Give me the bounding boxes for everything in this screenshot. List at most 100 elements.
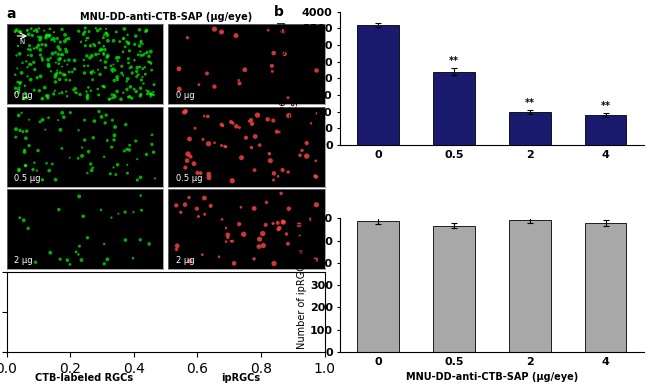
Point bbox=[199, 283, 209, 289]
Point bbox=[185, 154, 196, 160]
Point bbox=[216, 122, 227, 128]
Point bbox=[122, 86, 132, 93]
Point bbox=[99, 241, 109, 247]
Point bbox=[24, 43, 34, 49]
Point bbox=[90, 43, 100, 49]
Point bbox=[20, 162, 31, 169]
Point bbox=[71, 249, 81, 255]
Point bbox=[77, 153, 87, 159]
Point bbox=[105, 171, 116, 177]
Point bbox=[127, 95, 137, 101]
Point bbox=[180, 308, 190, 315]
Point bbox=[118, 72, 128, 79]
Point bbox=[47, 36, 57, 43]
Point bbox=[30, 66, 40, 73]
Point bbox=[122, 38, 132, 45]
Point bbox=[14, 87, 24, 93]
Point bbox=[120, 237, 131, 243]
Point bbox=[49, 29, 59, 35]
Point bbox=[209, 26, 220, 32]
Bar bbox=[585, 115, 627, 145]
Point bbox=[184, 194, 194, 201]
Point bbox=[101, 112, 111, 118]
Point bbox=[110, 93, 120, 100]
Point bbox=[107, 91, 117, 98]
Point bbox=[21, 135, 31, 141]
Point bbox=[268, 117, 278, 124]
Point bbox=[10, 134, 21, 140]
Point bbox=[118, 36, 129, 42]
Point bbox=[273, 173, 283, 179]
Point bbox=[227, 120, 238, 126]
Point bbox=[146, 328, 157, 335]
Point bbox=[44, 61, 54, 68]
Text: **: ** bbox=[449, 56, 459, 66]
Point bbox=[99, 32, 109, 38]
Point bbox=[55, 256, 66, 262]
Point bbox=[31, 259, 41, 265]
Point bbox=[304, 307, 315, 313]
Point bbox=[135, 48, 146, 55]
Text: 0 μg: 0 μg bbox=[176, 91, 194, 100]
Point bbox=[98, 50, 109, 56]
Point bbox=[14, 84, 25, 91]
Point bbox=[90, 25, 101, 31]
Point bbox=[79, 30, 89, 36]
Point bbox=[49, 88, 60, 94]
Text: 4 μg: 4 μg bbox=[176, 339, 194, 348]
Text: b: b bbox=[274, 5, 283, 19]
Point bbox=[42, 160, 52, 166]
Point bbox=[41, 34, 51, 41]
Point bbox=[278, 29, 288, 35]
Point bbox=[85, 43, 96, 49]
Point bbox=[227, 178, 237, 184]
Point bbox=[20, 83, 30, 89]
Point bbox=[207, 280, 218, 286]
Point bbox=[132, 156, 142, 162]
Point bbox=[70, 66, 80, 72]
Point bbox=[11, 126, 21, 132]
Point bbox=[268, 177, 279, 183]
Point bbox=[92, 86, 103, 92]
Point bbox=[109, 137, 119, 143]
Point bbox=[272, 129, 282, 135]
Point bbox=[88, 41, 99, 47]
Point bbox=[26, 25, 36, 32]
Point bbox=[88, 77, 98, 83]
Point bbox=[140, 29, 151, 35]
Point bbox=[101, 26, 111, 32]
Point bbox=[263, 116, 273, 122]
Point bbox=[44, 32, 55, 39]
Point bbox=[99, 154, 109, 160]
Point bbox=[100, 59, 110, 65]
Point bbox=[181, 108, 191, 114]
Point bbox=[249, 205, 259, 212]
Point bbox=[107, 67, 117, 73]
Point bbox=[99, 83, 109, 90]
Point bbox=[235, 80, 245, 86]
Point bbox=[139, 50, 150, 57]
Point bbox=[112, 55, 122, 61]
Point bbox=[73, 155, 83, 161]
Point bbox=[119, 148, 129, 154]
Point bbox=[33, 34, 44, 40]
Point bbox=[129, 41, 140, 47]
Point bbox=[55, 127, 66, 133]
Point bbox=[306, 120, 316, 127]
Point bbox=[280, 281, 290, 287]
Point bbox=[146, 93, 156, 100]
Point bbox=[35, 52, 46, 58]
Text: CTB-labeled RGCs: CTB-labeled RGCs bbox=[36, 373, 133, 383]
Point bbox=[203, 141, 214, 147]
Point bbox=[15, 127, 25, 133]
Point bbox=[131, 68, 142, 75]
Point bbox=[11, 52, 21, 59]
Point bbox=[29, 160, 40, 166]
Point bbox=[64, 77, 75, 83]
Point bbox=[131, 74, 142, 80]
Point bbox=[18, 60, 28, 66]
Point bbox=[148, 89, 159, 95]
Point bbox=[81, 88, 92, 95]
Point bbox=[43, 95, 53, 101]
Point bbox=[216, 29, 227, 35]
